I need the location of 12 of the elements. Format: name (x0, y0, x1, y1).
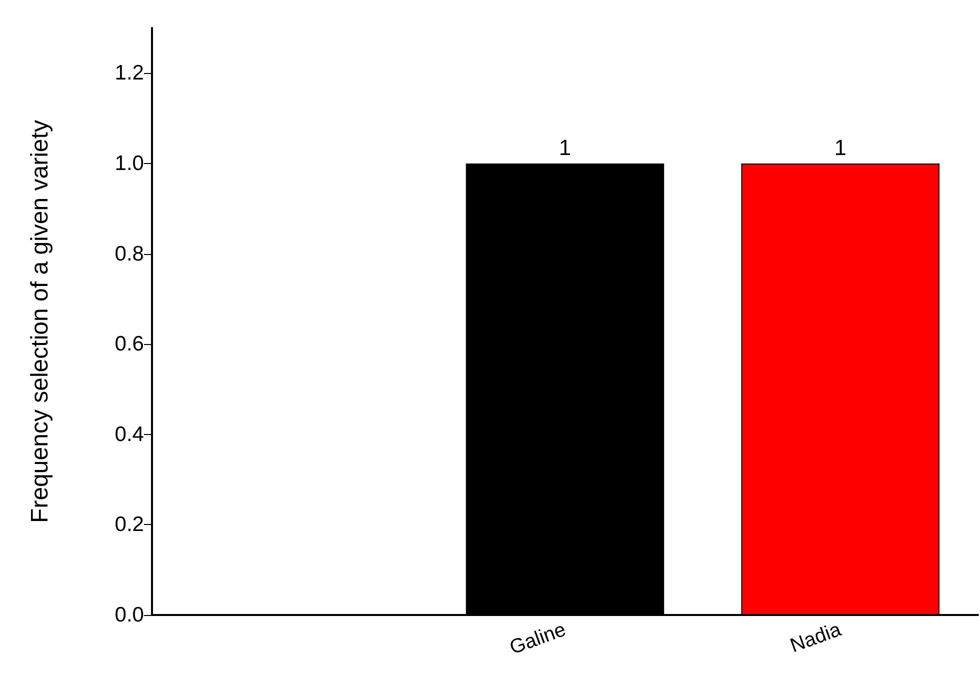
y-tick-label: 0.2 (114, 513, 144, 536)
data-label: 1 (558, 134, 572, 160)
y-tick-label: 0.0 (114, 604, 144, 626)
y-tick-label: 1.2 (114, 62, 144, 85)
y-tick-label: 1.0 (114, 152, 144, 175)
y-tick-label: 0.8 (114, 242, 144, 266)
data-label: 1 (834, 134, 846, 160)
y-tick-label: 0.6 (114, 332, 144, 356)
x-tick-label: Galine (506, 618, 569, 660)
y-tick-label: 0.4 (114, 422, 144, 446)
x-tick-label: Nadia (787, 618, 845, 658)
y-axis-title: Frequency selection of a given variety (26, 120, 54, 523)
